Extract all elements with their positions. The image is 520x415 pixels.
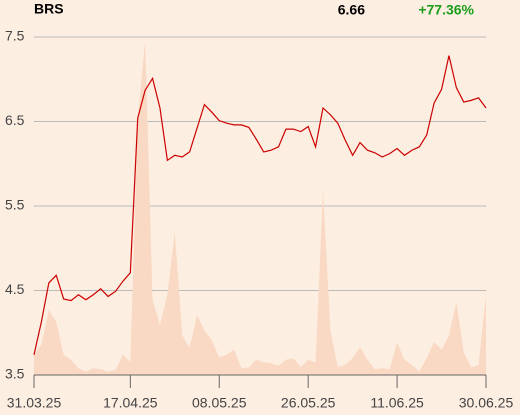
x-tick-label: 30.06.25 [459, 395, 514, 411]
x-tick-label: 31.03.25 [7, 395, 62, 411]
last-value: 6.66 [338, 2, 365, 18]
price-line [33, 55, 487, 355]
volume-area [34, 40, 486, 375]
x-tick-label: 17.04.25 [103, 395, 158, 411]
change: +77.36% [418, 2, 474, 18]
chart-title: BRS [34, 1, 64, 17]
y-tick-label: 3.5 [5, 366, 25, 382]
y-tick-label: 5.5 [5, 197, 25, 213]
x-tick-label: 26.05.25 [281, 395, 336, 411]
x-tick-label: 08.05.25 [192, 395, 247, 411]
x-tick-label: 11.06.25 [370, 395, 424, 411]
y-tick-label: 7.5 [5, 28, 25, 44]
y-tick-label: 6.5 [5, 112, 25, 128]
y-tick-label: 4.5 [5, 281, 25, 297]
